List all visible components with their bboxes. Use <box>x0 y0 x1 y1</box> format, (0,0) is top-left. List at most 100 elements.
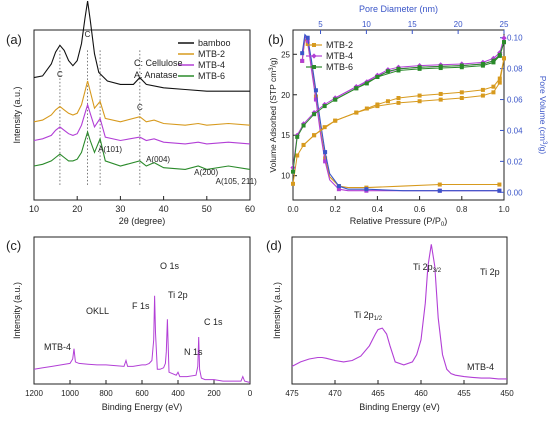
panel-a-ylabel: Intensity (a.u.) <box>12 86 22 143</box>
panel-b-isotherm-point <box>385 69 390 74</box>
panel-b-isotherm-point <box>497 50 503 56</box>
panel-d-peak-label-main: Ti 2p <box>354 310 374 320</box>
panel-a-series-line-bamboo <box>33 1 250 92</box>
panel-b-x2tick-label: 15 <box>408 20 417 29</box>
panel-a-legend-entry: MTB-4 <box>198 60 225 70</box>
panel-a-peak-label: C <box>57 70 63 79</box>
panel-b-xlabel: Relative Pressure (P/P0) <box>350 216 447 228</box>
panel-b-isotherm-adsorption-MTB-2 <box>292 58 505 184</box>
panel-d-xtick-label: 455 <box>457 389 471 398</box>
panel-a-legend-entry: bamboo <box>198 38 231 48</box>
panel-b-psd-point <box>497 182 502 187</box>
panel-d-tag: (d) <box>266 238 282 253</box>
panel-b-isotherm-point <box>333 118 338 123</box>
panel-b-frame <box>292 29 505 201</box>
panel-d-series-label: MTB-4 <box>467 362 494 372</box>
panel-d-xlabel: Binding Energy (eV) <box>359 402 440 412</box>
panel-a-xtick-label: 40 <box>159 204 169 214</box>
panel-d-peak-label: Ti 2p1/2 <box>354 310 383 322</box>
panel-c-ylabel: Intensity (a.u.) <box>12 282 22 339</box>
panel-a-frame <box>33 29 251 201</box>
panel-b-psd-point <box>323 150 328 155</box>
panel-a-xtick-label: 10 <box>29 204 39 214</box>
panel-b-tag: (b) <box>268 32 284 47</box>
panel-b-x2tick-label: 20 <box>454 20 463 29</box>
panel-b-isotherm-point <box>364 81 369 86</box>
panel-a-xtick-label: 20 <box>72 204 82 214</box>
panel-b-psd-point <box>497 188 502 193</box>
panel-b-isotherm-point <box>417 99 422 104</box>
panel-b-y2tick-label: 0.10 <box>507 34 523 43</box>
panel-b-y2tick-label: 0.00 <box>507 188 523 197</box>
panel-b-isotherm-point <box>459 96 464 100</box>
panel-d-series-line-MTB-4 <box>291 244 507 380</box>
panel-b-legend-entry: MTB-6 <box>326 62 353 72</box>
panel-c-tag: (c) <box>6 238 21 253</box>
panel-b-isotherm-point <box>291 169 295 174</box>
panel-c-xtick-label: 0 <box>248 389 253 398</box>
panel-b-isotherm-point <box>396 100 401 105</box>
panel-b-xtick-label: 0.6 <box>414 205 426 214</box>
panel-a-annotation-legend: C: Cellulose <box>134 58 183 68</box>
panel-b-x2tick-label: 10 <box>362 20 371 29</box>
panel-c-xtick-label: 200 <box>207 389 221 398</box>
panel-c-xtick-label: 400 <box>171 389 185 398</box>
panel-a-annotation-legend: A: Anatase <box>134 70 178 80</box>
panel-b-psd-point <box>305 35 310 40</box>
panel-b-ylabel-part: /g) <box>268 57 278 67</box>
panel-b-y2tick-label: 0.08 <box>507 65 523 74</box>
panel-b-psd-point <box>336 187 341 192</box>
panel-b-isotherm-point <box>291 181 295 186</box>
panel-b-isotherm-point <box>322 125 327 130</box>
panel-b-isotherm-point <box>364 106 369 111</box>
panel-b-isotherm-point <box>480 93 485 98</box>
panel-b-isotherm-point <box>417 65 422 70</box>
panel-c-series-label: MTB-4 <box>44 342 71 352</box>
panel-b-isotherm-point <box>354 110 359 115</box>
panel-d-peak-label-sub: 1/2 <box>374 316 383 322</box>
panel-b-xlabel-part: Relative Pressure (P/P <box>350 216 441 226</box>
panel-c-peak-label: N 1s <box>184 347 203 357</box>
panel-b-isotherm-point <box>375 102 380 107</box>
panel-b-isotherm-point <box>312 112 317 117</box>
panel-b-ytick-label: 25 <box>281 50 290 59</box>
panel-b-isotherm-point <box>491 90 496 95</box>
panel-b-isotherm-point <box>497 76 502 81</box>
panel-b-ylabel-part: Volume Adsorbed (STP cm <box>268 71 278 173</box>
panel-b-y2label-part: 3 <box>541 141 547 145</box>
panel-b-isotherm-point <box>497 80 502 85</box>
panel-b-isotherm-point <box>295 153 300 158</box>
panel-b-isotherm-point <box>459 90 464 95</box>
panel-a-legend-entry: MTB-2 <box>198 49 225 59</box>
panel-b-psd-point <box>437 188 442 193</box>
panel-b-xtick-label: 0.0 <box>287 205 299 214</box>
panel-d-ylabel: Intensity (a.u.) <box>272 282 282 339</box>
panel-a-peak-label: C <box>137 103 143 112</box>
panel-a-xlabel: 2θ (degree) <box>119 216 166 226</box>
panel-b-xtick-label: 1.0 <box>498 205 510 214</box>
panel-c-xlabel: Binding Energy (eV) <box>102 402 183 412</box>
panel-a-peak-label: C <box>85 30 91 39</box>
panel-b-isotherm-point <box>322 104 327 109</box>
panel-b-legend-marker <box>311 53 317 59</box>
panel-b-isotherm-point <box>459 63 464 68</box>
panel-b-psd-point <box>336 184 341 189</box>
panel-b-isotherm-point <box>480 87 485 92</box>
panel-b-xlabel-part: ) <box>444 216 447 226</box>
panel-a-xtick-label: 60 <box>245 204 255 214</box>
panel-c-peak-label: Ti 2p <box>168 290 188 300</box>
panel-c-series-line-MTB-4 <box>33 295 251 383</box>
panel-b-isotherm-point <box>301 142 306 147</box>
panel-d-xtick-label: 460 <box>414 389 428 398</box>
panel-b-isotherm-point <box>497 53 502 58</box>
panel-b-isotherm-point <box>491 58 496 63</box>
panel-b-isotherm-point <box>396 66 401 71</box>
panel-b-psd-point <box>364 187 369 192</box>
panel-c-xtick-label: 1000 <box>61 389 79 398</box>
panel-a-series-line-MTB-4 <box>33 102 251 145</box>
panel-a-tag: (a) <box>6 32 22 47</box>
panel-b-legend-entry: MTB-4 <box>326 51 353 61</box>
panel-a-xtick-label: 30 <box>115 204 125 214</box>
panel-c-peak-label: C 1s <box>204 317 223 327</box>
panel-b-isotherm-point <box>417 93 422 98</box>
